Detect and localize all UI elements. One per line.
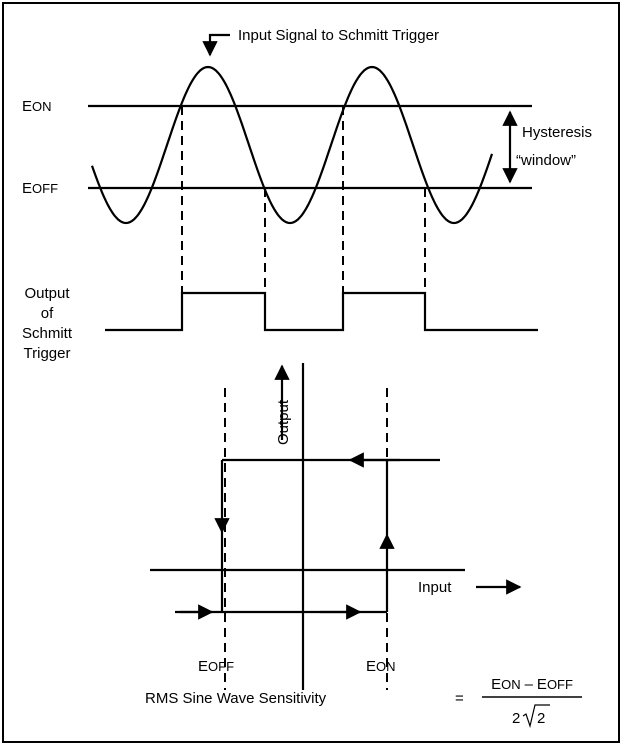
sqrt-sign <box>522 704 550 729</box>
formula-factor: 2 <box>512 710 520 727</box>
e-on-label: EON <box>22 98 52 115</box>
signal-arrow <box>202 33 230 57</box>
sine-wave <box>90 65 494 225</box>
bottom-e-on: EON <box>366 658 396 675</box>
hysteresis-label: “window” <box>516 152 576 169</box>
frame <box>2 2 620 743</box>
output-label: Schmitt <box>22 325 73 342</box>
bottom-e-off: EOFF <box>198 658 234 675</box>
formula-equals: = <box>455 690 464 707</box>
dashed-lines <box>181 106 426 325</box>
hysteresis-label: Hysteresis <box>522 124 592 141</box>
formula-radicand: 2 <box>537 710 545 727</box>
axis-input: Input <box>418 579 452 596</box>
e-off-label: EOFF <box>22 180 58 197</box>
formula-numerator: EON – EOFF <box>491 676 573 693</box>
output-label: of <box>41 305 54 322</box>
square-wave <box>105 291 538 332</box>
output-label: Trigger <box>24 345 71 362</box>
output-label: Output <box>24 285 70 302</box>
signal-label: Input Signal to Schmitt Trigger <box>238 27 439 44</box>
axis-output: Output <box>275 399 292 445</box>
formula-text: RMS Sine Wave Sensitivity <box>145 690 327 707</box>
